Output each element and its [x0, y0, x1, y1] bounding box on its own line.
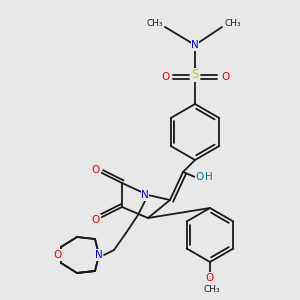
Text: H: H: [205, 172, 213, 182]
Text: O: O: [92, 165, 100, 175]
Text: O: O: [54, 250, 62, 260]
Text: S: S: [191, 68, 199, 82]
Text: N: N: [141, 190, 149, 200]
Text: CH₃: CH₃: [225, 20, 241, 28]
Text: O: O: [161, 72, 169, 82]
Text: O: O: [196, 172, 204, 182]
Text: CH₃: CH₃: [204, 286, 220, 295]
Text: N: N: [191, 40, 199, 50]
Text: O: O: [221, 72, 229, 82]
Text: N: N: [95, 250, 103, 260]
Text: O: O: [206, 273, 214, 283]
Text: O: O: [92, 215, 100, 225]
Text: CH₃: CH₃: [147, 20, 163, 28]
